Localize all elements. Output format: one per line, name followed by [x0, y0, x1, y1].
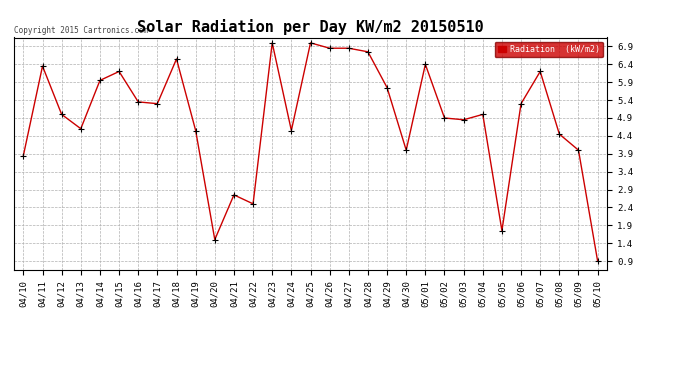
Title: Solar Radiation per Day KW/m2 20150510: Solar Radiation per Day KW/m2 20150510 — [137, 19, 484, 35]
Legend: Radiation  (kW/m2): Radiation (kW/m2) — [495, 42, 603, 57]
Text: Copyright 2015 Cartronics.com: Copyright 2015 Cartronics.com — [14, 26, 148, 35]
